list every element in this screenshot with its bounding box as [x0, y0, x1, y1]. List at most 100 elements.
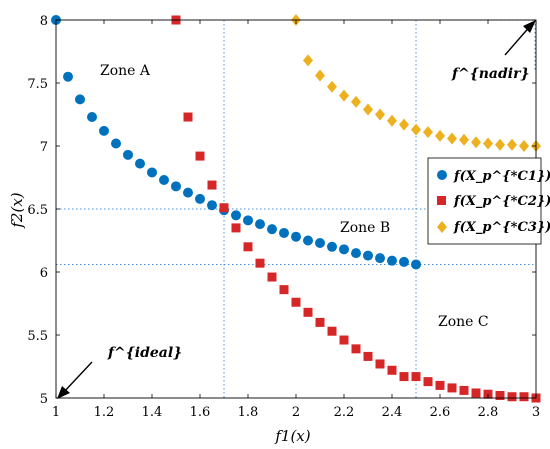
nadir-arrowhead — [523, 20, 536, 33]
point-c1 — [75, 94, 85, 105]
point-c1 — [135, 158, 145, 169]
point-c1 — [291, 231, 301, 242]
point-c3 — [351, 95, 361, 108]
ideal-annotation: f^{ideal} — [57, 345, 182, 399]
point-c1 — [255, 219, 265, 230]
x-tick-label: 2 — [292, 405, 300, 420]
x-tick-label: 1.4 — [142, 405, 163, 420]
point-c1 — [99, 125, 109, 136]
point-c3 — [519, 140, 529, 152]
legend-box — [427, 157, 542, 245]
tick-labels: 1 1.2 1.4 1.6 1.8 2 2.2 2.4 2.6 2.8 3 5 5.5 6 6.5 7 7.5 8 — [27, 14, 540, 420]
zone-a-label: Zone A — [100, 63, 151, 79]
point-c2 — [351, 344, 361, 354]
nadir-label: f^{nadir} — [451, 66, 530, 82]
point-c2 — [291, 297, 301, 307]
point-c2 — [207, 180, 217, 190]
legend-label-c1: f(X_p^{*C1}) — [453, 169, 550, 184]
point-c2 — [363, 351, 373, 361]
x-tick-label: 1.8 — [238, 405, 259, 420]
point-c2 — [411, 372, 421, 382]
point-c1 — [303, 235, 313, 246]
y-tick-label: 5 — [40, 392, 48, 407]
point-c2 — [267, 272, 277, 282]
point-c2 — [327, 326, 337, 336]
point-c3 — [399, 118, 409, 131]
point-c3 — [411, 123, 421, 136]
point-c3 — [435, 129, 445, 142]
y-tick-label: 5.5 — [27, 329, 48, 344]
point-c2 — [519, 392, 529, 402]
point-c3 — [303, 54, 313, 67]
x-tick-label: 1.2 — [94, 405, 115, 420]
y-tick-label: 6 — [40, 266, 48, 281]
x-tick-label: 3 — [532, 405, 540, 420]
point-c1 — [63, 71, 73, 82]
point-c1 — [195, 193, 205, 204]
point-c1 — [327, 241, 337, 252]
point-c2 — [339, 335, 349, 345]
point-c2 — [375, 359, 385, 369]
point-c2 — [303, 307, 313, 317]
point-c2 — [495, 390, 505, 400]
point-c1 — [375, 253, 385, 264]
point-c2 — [279, 285, 289, 295]
point-c2 — [195, 151, 205, 161]
point-c1 — [123, 149, 133, 160]
point-c2 — [447, 383, 457, 393]
point-c3 — [387, 114, 397, 127]
point-c2 — [459, 385, 469, 395]
point-c3 — [447, 132, 457, 145]
point-c1 — [147, 167, 157, 178]
point-c1 — [387, 255, 397, 266]
y-tick-label: 7 — [40, 140, 48, 155]
point-c2 — [399, 372, 409, 382]
point-c1 — [267, 224, 277, 235]
legend-label-c3: f(X_p^{*C3}) — [453, 220, 550, 235]
point-c3 — [339, 89, 349, 102]
y-tick-label: 6.5 — [27, 203, 48, 218]
point-c1 — [183, 187, 193, 198]
y-tick-label: 8 — [40, 14, 48, 29]
ideal-arrowhead — [57, 386, 70, 399]
nadir-annotation: f^{nadir} — [451, 20, 536, 82]
point-c2 — [231, 223, 241, 233]
data-points — [51, 14, 541, 403]
point-c3 — [363, 103, 373, 116]
point-c1 — [363, 250, 373, 261]
zone-c-label: Zone C — [438, 314, 489, 330]
point-c1 — [339, 244, 349, 255]
point-c1 — [243, 215, 253, 226]
point-c2 — [243, 242, 253, 252]
point-c2 — [219, 203, 229, 213]
point-c3 — [471, 136, 481, 149]
y-tick-label: 7.5 — [27, 77, 48, 92]
point-c3 — [375, 108, 385, 121]
legend-marker-c1 — [437, 170, 447, 180]
point-c2 — [507, 392, 517, 402]
point-c2 — [423, 377, 433, 387]
x-tick-label: 2.2 — [334, 405, 355, 420]
point-c3 — [507, 138, 517, 151]
point-c1 — [279, 227, 289, 238]
ideal-arrow — [61, 361, 93, 395]
x-axis-label: f1(x) — [274, 427, 310, 445]
point-c1 — [315, 238, 325, 249]
x-tick-label: 2.4 — [382, 405, 403, 420]
point-c1 — [399, 256, 409, 267]
point-c3 — [327, 80, 337, 93]
point-c2 — [387, 365, 397, 375]
point-c3 — [315, 69, 325, 82]
point-c3 — [459, 133, 469, 146]
x-tick-label: 1.6 — [190, 405, 211, 420]
point-c2 — [315, 317, 325, 327]
point-c2 — [435, 380, 445, 390]
point-c2 — [471, 388, 481, 398]
point-c1 — [159, 175, 169, 186]
y-axis-label: f2(x) — [8, 192, 26, 228]
point-c1 — [411, 259, 421, 270]
legend: f(X_p^{*C1}) f(X_p^{*C2}) f(X_p^{*C3}) — [427, 157, 550, 245]
point-c1 — [351, 248, 361, 259]
point-c2 — [183, 112, 193, 122]
